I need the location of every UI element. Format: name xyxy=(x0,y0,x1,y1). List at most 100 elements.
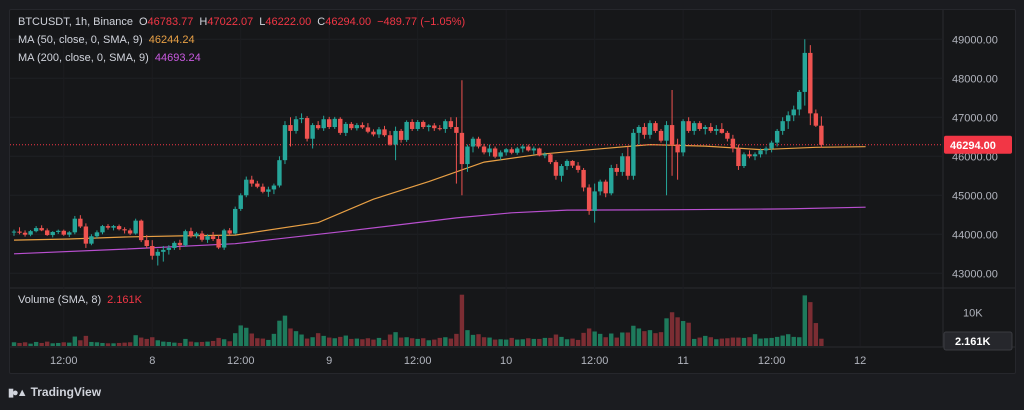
candle-body xyxy=(177,242,183,246)
open-value: 46783.77 xyxy=(147,16,194,28)
candle-body xyxy=(28,231,33,235)
volume-bar xyxy=(703,335,708,346)
candle-body xyxy=(487,148,492,153)
candle-body xyxy=(11,231,17,233)
price-tick-label: 47000.00 xyxy=(952,112,998,124)
price-tick-label: 49000.00 xyxy=(952,34,998,46)
candle-body xyxy=(592,191,597,211)
volume-bar xyxy=(161,341,166,346)
candle-body xyxy=(741,154,747,167)
tradingview-logo-icon: ▮●▲ xyxy=(8,387,28,399)
volume-bar xyxy=(116,342,122,346)
candle-body xyxy=(448,121,454,128)
candlestick-chart[interactable]: 43000.00 44000.00 45000.00 46000.00 47000.00… xyxy=(10,10,1015,373)
candle-body xyxy=(161,249,166,252)
volume-bar xyxy=(249,333,254,346)
candle-body xyxy=(288,125,293,131)
volume-bar xyxy=(183,338,188,346)
candle-body xyxy=(515,148,520,153)
volume-bar xyxy=(288,328,293,346)
candle-body xyxy=(520,146,525,149)
volume-bar xyxy=(111,343,116,346)
volume-bar xyxy=(597,333,603,346)
candle-body xyxy=(210,236,216,239)
candle-body xyxy=(636,127,642,133)
volume-bar xyxy=(730,337,736,346)
volume-bar xyxy=(736,337,741,346)
candle-body xyxy=(725,132,730,139)
candle-body xyxy=(343,123,348,133)
change-value: −489.77 (−1.05%) xyxy=(377,16,466,28)
candle-body xyxy=(271,185,277,190)
candle-body xyxy=(360,125,365,128)
candle-body xyxy=(658,130,664,141)
volume-bar xyxy=(470,334,476,346)
volume-bar xyxy=(50,343,55,346)
candle-body xyxy=(736,148,741,167)
time-tick-label: 12:00 xyxy=(227,355,255,367)
volume-bar xyxy=(78,340,83,346)
time-tick-label: 11 xyxy=(677,355,688,367)
candle-body xyxy=(597,181,603,192)
volume-bar xyxy=(808,302,813,346)
volume-bar xyxy=(188,341,194,346)
volume-bar xyxy=(17,342,22,346)
volume-legend[interactable]: Volume (SMA, 8) 2.161K xyxy=(18,294,142,306)
volume-bar xyxy=(277,320,282,346)
time-tick-label: 12:00 xyxy=(404,355,432,367)
volume-bar xyxy=(387,334,393,346)
candle-body xyxy=(144,240,149,246)
candle-body xyxy=(321,119,326,129)
volume-bar xyxy=(631,325,636,346)
low-label: L xyxy=(259,16,266,28)
symbol-label[interactable]: BTCUSDT, 1h, Binance xyxy=(18,16,133,28)
candle-body xyxy=(260,186,266,192)
candle-body xyxy=(531,148,537,151)
candle-body xyxy=(625,156,631,176)
candle-body xyxy=(813,113,819,126)
volume-bar xyxy=(177,342,183,346)
candle-body xyxy=(415,121,420,129)
time-tick-label: 8 xyxy=(149,355,155,367)
time-tick-label: 12 xyxy=(854,355,866,367)
candle-body xyxy=(393,130,398,145)
high-label: H xyxy=(199,16,208,28)
volume-bar xyxy=(227,341,232,346)
candle-body xyxy=(61,230,66,235)
volume-bar xyxy=(492,339,498,346)
candle-body xyxy=(714,128,719,131)
candle-body xyxy=(310,125,315,139)
ma50-legend[interactable]: MA (50, close, 0, SMA, 9) 46244.24 xyxy=(18,34,195,46)
candle-body xyxy=(17,231,22,233)
chart-panel[interactable]: 43000.00 44000.00 45000.00 46000.00 47000.00… xyxy=(9,9,1016,374)
candle-body xyxy=(752,154,758,157)
volume-bar xyxy=(105,343,111,346)
volume-bar xyxy=(669,312,675,346)
candle-body xyxy=(819,125,824,145)
candle-body xyxy=(365,127,371,132)
volume-bar xyxy=(327,337,332,346)
volume-bar xyxy=(354,338,360,346)
volume-bar xyxy=(138,337,144,346)
candle-body xyxy=(183,231,188,246)
candle-body xyxy=(338,118,343,133)
candle-body xyxy=(382,129,387,136)
volume-bar xyxy=(813,323,819,346)
volume-bar xyxy=(586,328,592,346)
candle-body xyxy=(697,123,702,129)
ma200-legend[interactable]: MA (200, close, 0, SMA, 9) 44693.24 xyxy=(18,52,201,64)
volume-bar xyxy=(664,318,669,346)
candle-body xyxy=(150,245,155,256)
volume-bar xyxy=(172,342,177,346)
candle-body xyxy=(255,183,260,187)
time-tick-label: 12:00 xyxy=(758,355,786,367)
volume-bar xyxy=(653,333,658,346)
volume-bar xyxy=(575,339,581,346)
candle-body xyxy=(631,132,636,176)
candle-body xyxy=(802,52,807,92)
volume-bar xyxy=(304,338,310,346)
candle-body xyxy=(758,150,763,155)
brand[interactable]: ▮●▲ TradingView xyxy=(8,385,101,399)
volume-bar xyxy=(205,341,210,346)
volume-bar xyxy=(609,333,614,346)
